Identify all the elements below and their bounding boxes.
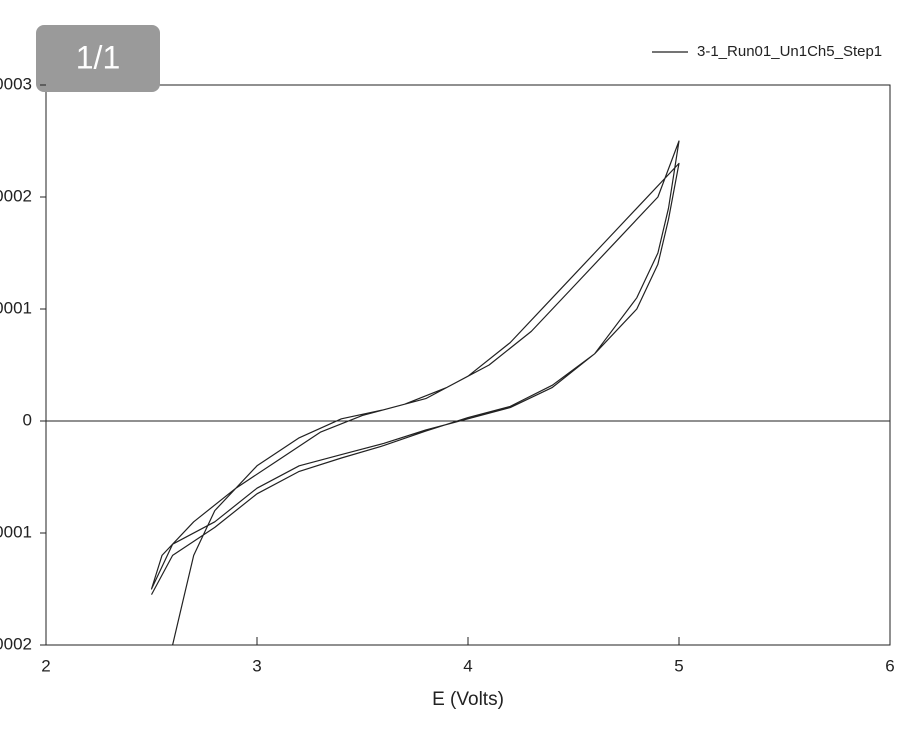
x-tick-label: 4 [463,656,472,675]
plot-frame [45,84,891,646]
page-indicator: 1/1 [36,25,160,92]
y-tick-label: 0 [23,410,32,429]
x-tick-label: 5 [674,656,683,675]
x-tick-label: 2 [41,656,50,675]
x-tick-label: 6 [885,656,894,675]
y-tick-label: 0.0002 [0,186,32,205]
page-indicator-badge [36,25,160,92]
x-tick-label: 3 [252,656,261,675]
legend-label: 3-1_Run01_Un1Ch5_Step1 [697,43,882,60]
page-indicator-text: 1/1 [76,39,120,75]
y-tick-label: -0.0002 [0,634,32,653]
y-tick-label: 0.0003 [0,74,32,93]
x-axis-label: E (Volts) [432,689,504,710]
data-line [150,140,680,646]
